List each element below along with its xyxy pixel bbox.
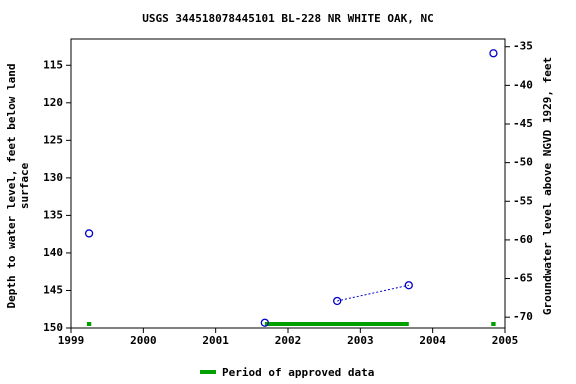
x-tick-label: 2002 xyxy=(275,334,302,347)
y-tick-label: 140 xyxy=(43,246,63,259)
y2-axis-title: Groundwater level above NGVD 1929, feet xyxy=(541,57,554,315)
y2-tick-label: -65 xyxy=(513,272,533,285)
data-point xyxy=(489,49,498,58)
x-tick-label: 2001 xyxy=(202,334,229,347)
x-tick-label: 2004 xyxy=(419,334,446,347)
y-tick-label: 125 xyxy=(43,133,63,146)
y2-tick-label: -50 xyxy=(513,156,533,169)
y-tick-label: 135 xyxy=(43,208,63,221)
x-tick-label: 1999 xyxy=(58,334,85,347)
connector xyxy=(337,284,409,302)
data-point xyxy=(260,318,270,327)
y2-tick-label: -45 xyxy=(513,117,533,130)
y2-tick-label: -55 xyxy=(513,194,533,207)
y2-tick-label: -40 xyxy=(513,78,533,91)
x-tick-label: 2000 xyxy=(130,334,157,347)
y-tick-label: 120 xyxy=(43,96,63,109)
data-point xyxy=(333,296,342,306)
chart-title: USGS 344518078445101 BL-228 NR WHITE OAK… xyxy=(142,12,433,25)
y-axis-title: surface xyxy=(18,162,31,209)
y2-tick-label: -35 xyxy=(513,40,533,53)
y-tick-label: 115 xyxy=(43,58,63,71)
x-tick-label: 2005 xyxy=(492,334,519,347)
y-tick-label: 130 xyxy=(43,171,63,184)
y-tick-label: 145 xyxy=(43,283,63,296)
approved-period xyxy=(491,322,496,326)
data-point xyxy=(404,281,413,290)
legend-label: Period of approved data xyxy=(222,366,374,379)
approved-period xyxy=(86,322,92,326)
plot-frame xyxy=(70,38,506,329)
y2-tick-label: -60 xyxy=(513,233,533,246)
x-tick-label: 2003 xyxy=(347,334,374,347)
y-tick-label: 150 xyxy=(43,321,63,334)
y2-tick-label: -70 xyxy=(513,310,533,323)
approved-period xyxy=(264,322,409,326)
y-axis-title: Depth to water level, feet below land xyxy=(5,63,18,308)
data-point xyxy=(84,229,94,238)
